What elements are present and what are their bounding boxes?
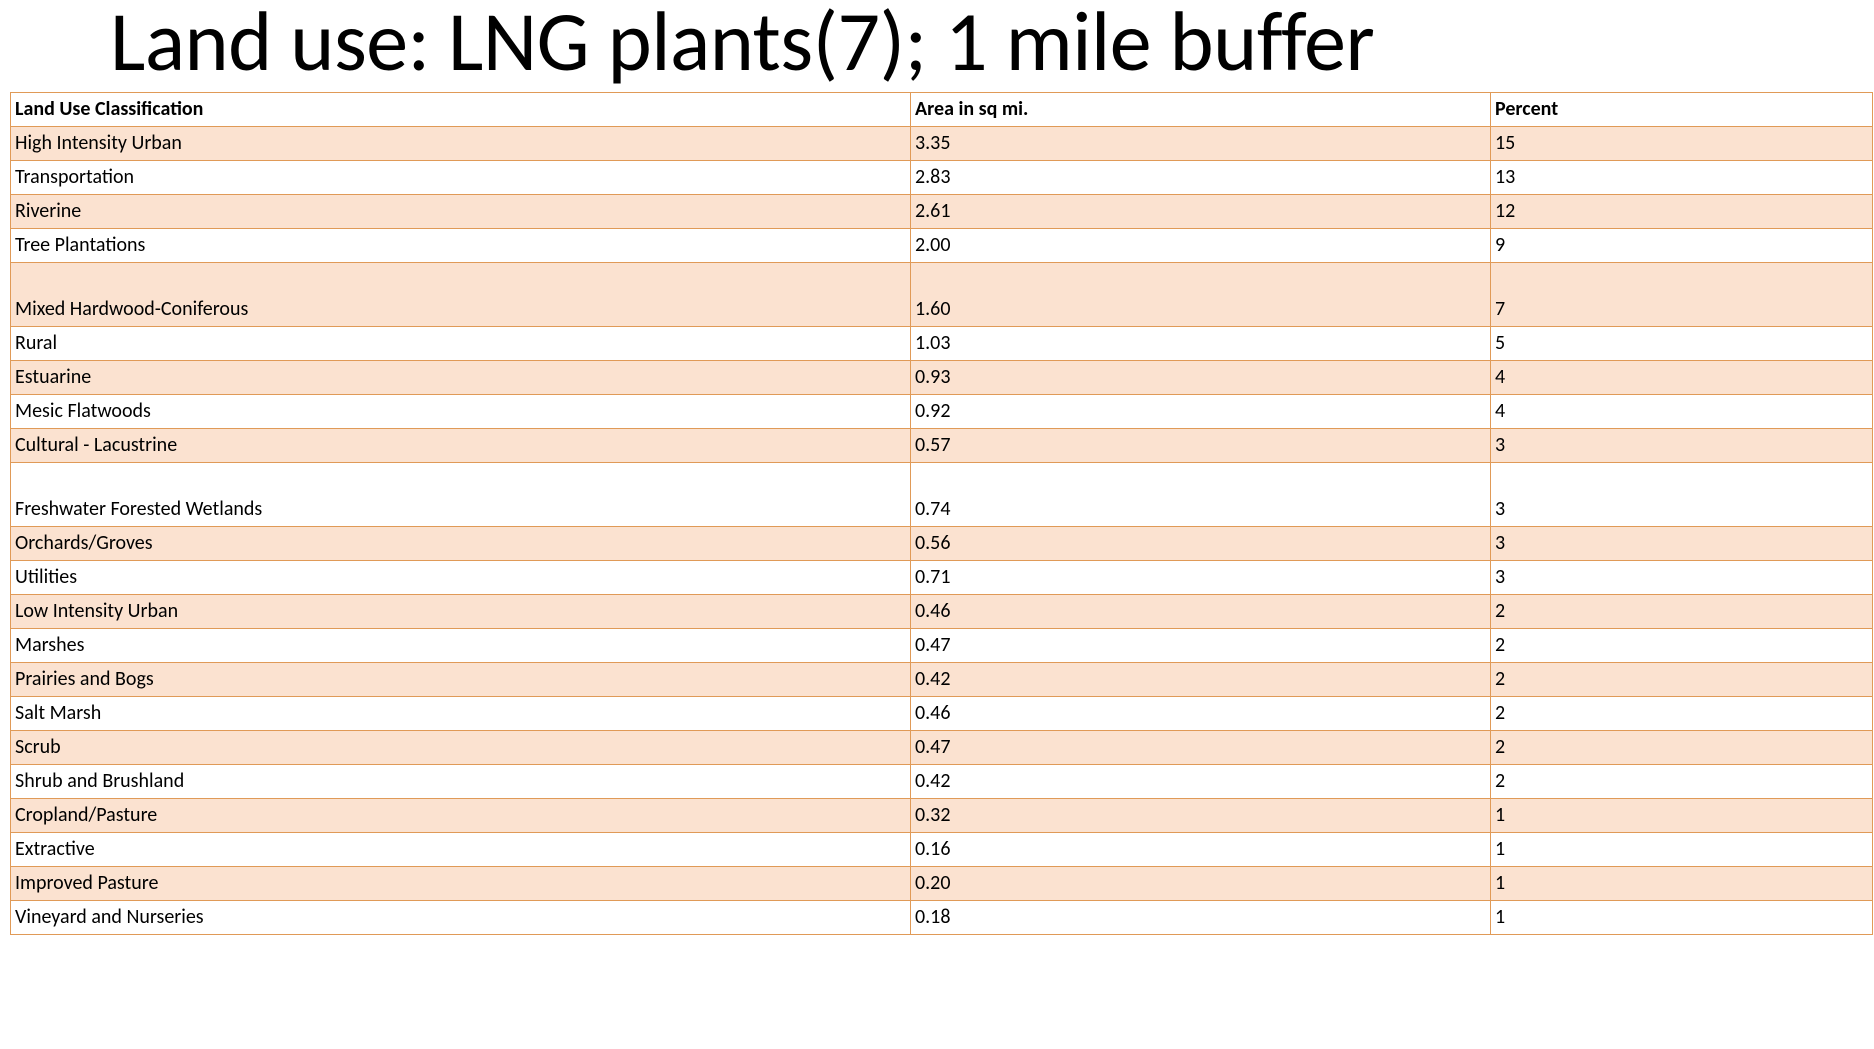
table-row: Salt Marsh0.462 xyxy=(11,697,1873,731)
cell-classification: Marshes xyxy=(11,629,911,663)
col-header-classification: Land Use Classification xyxy=(11,93,911,127)
cell-classification: Riverine xyxy=(11,195,911,229)
cell-classification: Cropland/Pasture xyxy=(11,799,911,833)
table-row: Improved Pasture0.201 xyxy=(11,867,1873,901)
cell-classification: Scrub xyxy=(11,731,911,765)
table-row: Mesic Flatwoods0.924 xyxy=(11,395,1873,429)
cell-percent: 3 xyxy=(1491,561,1873,595)
table-row: Cultural - Lacustrine0.573 xyxy=(11,429,1873,463)
cell-percent: 7 xyxy=(1491,263,1873,327)
cell-classification: Cultural - Lacustrine xyxy=(11,429,911,463)
cell-area: 0.18 xyxy=(911,901,1491,935)
land-use-table: Land Use Classification Area in sq mi. P… xyxy=(10,92,1873,935)
cell-area: 0.46 xyxy=(911,697,1491,731)
table-row: Estuarine0.934 xyxy=(11,361,1873,395)
cell-area: 1.03 xyxy=(911,327,1491,361)
cell-area: 0.42 xyxy=(911,765,1491,799)
cell-classification: Shrub and Brushland xyxy=(11,765,911,799)
page-title: Land use: LNG plants(7); 1 mile buffer xyxy=(0,0,1874,92)
cell-classification: Estuarine xyxy=(11,361,911,395)
cell-percent: 4 xyxy=(1491,361,1873,395)
cell-percent: 4 xyxy=(1491,395,1873,429)
table-row: Rural1.035 xyxy=(11,327,1873,361)
cell-percent: 1 xyxy=(1491,867,1873,901)
cell-classification: Orchards/Groves xyxy=(11,527,911,561)
cell-classification: Mixed Hardwood-Coniferous xyxy=(11,263,911,327)
cell-area: 1.60 xyxy=(911,263,1491,327)
table-row: Shrub and Brushland0.422 xyxy=(11,765,1873,799)
table-row: Freshwater Forested Wetlands0.743 xyxy=(11,463,1873,527)
slide-page: Land use: LNG plants(7); 1 mile buffer L… xyxy=(0,0,1874,1049)
cell-percent: 2 xyxy=(1491,663,1873,697)
cell-area: 0.20 xyxy=(911,867,1491,901)
cell-percent: 3 xyxy=(1491,429,1873,463)
cell-area: 0.47 xyxy=(911,629,1491,663)
table-row: Scrub0.472 xyxy=(11,731,1873,765)
cell-percent: 15 xyxy=(1491,127,1873,161)
cell-percent: 1 xyxy=(1491,901,1873,935)
cell-classification: Tree Plantations xyxy=(11,229,911,263)
cell-area: 0.57 xyxy=(911,429,1491,463)
table-row: Vineyard and Nurseries0.181 xyxy=(11,901,1873,935)
table-row: Low Intensity Urban0.462 xyxy=(11,595,1873,629)
table-row: Marshes0.472 xyxy=(11,629,1873,663)
cell-classification: Salt Marsh xyxy=(11,697,911,731)
cell-area: 2.83 xyxy=(911,161,1491,195)
cell-percent: 3 xyxy=(1491,527,1873,561)
cell-classification: Rural xyxy=(11,327,911,361)
cell-area: 0.46 xyxy=(911,595,1491,629)
cell-area: 0.32 xyxy=(911,799,1491,833)
table-header-row: Land Use Classification Area in sq mi. P… xyxy=(11,93,1873,127)
cell-classification: High Intensity Urban xyxy=(11,127,911,161)
table-row: Utilities0.713 xyxy=(11,561,1873,595)
cell-area: 0.92 xyxy=(911,395,1491,429)
cell-area: 0.74 xyxy=(911,463,1491,527)
cell-percent: 1 xyxy=(1491,799,1873,833)
cell-classification: Transportation xyxy=(11,161,911,195)
cell-area: 0.71 xyxy=(911,561,1491,595)
cell-classification: Mesic Flatwoods xyxy=(11,395,911,429)
cell-classification: Prairies and Bogs xyxy=(11,663,911,697)
table-row: Cropland/Pasture0.321 xyxy=(11,799,1873,833)
table-row: Riverine2.6112 xyxy=(11,195,1873,229)
cell-classification: Extractive xyxy=(11,833,911,867)
cell-area: 0.42 xyxy=(911,663,1491,697)
cell-percent: 12 xyxy=(1491,195,1873,229)
cell-percent: 2 xyxy=(1491,697,1873,731)
cell-percent: 2 xyxy=(1491,731,1873,765)
table-row: Prairies and Bogs0.422 xyxy=(11,663,1873,697)
cell-percent: 5 xyxy=(1491,327,1873,361)
cell-classification: Freshwater Forested Wetlands xyxy=(11,463,911,527)
cell-percent: 13 xyxy=(1491,161,1873,195)
cell-classification: Low Intensity Urban xyxy=(11,595,911,629)
cell-classification: Utilities xyxy=(11,561,911,595)
table-row: Mixed Hardwood-Coniferous1.607 xyxy=(11,263,1873,327)
cell-area: 0.16 xyxy=(911,833,1491,867)
cell-area: 2.61 xyxy=(911,195,1491,229)
cell-area: 0.47 xyxy=(911,731,1491,765)
table-row: Extractive0.161 xyxy=(11,833,1873,867)
table-row: Orchards/Groves0.563 xyxy=(11,527,1873,561)
cell-area: 2.00 xyxy=(911,229,1491,263)
cell-area: 3.35 xyxy=(911,127,1491,161)
col-header-percent: Percent xyxy=(1491,93,1873,127)
cell-area: 0.56 xyxy=(911,527,1491,561)
cell-percent: 9 xyxy=(1491,229,1873,263)
table-row: High Intensity Urban3.3515 xyxy=(11,127,1873,161)
cell-percent: 2 xyxy=(1491,765,1873,799)
table-row: Tree Plantations2.009 xyxy=(11,229,1873,263)
cell-percent: 1 xyxy=(1491,833,1873,867)
cell-percent: 2 xyxy=(1491,629,1873,663)
cell-percent: 2 xyxy=(1491,595,1873,629)
table-row: Transportation2.8313 xyxy=(11,161,1873,195)
cell-area: 0.93 xyxy=(911,361,1491,395)
cell-classification: Improved Pasture xyxy=(11,867,911,901)
table-body: High Intensity Urban3.3515Transportation… xyxy=(11,127,1873,935)
cell-classification: Vineyard and Nurseries xyxy=(11,901,911,935)
col-header-area: Area in sq mi. xyxy=(911,93,1491,127)
cell-percent: 3 xyxy=(1491,463,1873,527)
